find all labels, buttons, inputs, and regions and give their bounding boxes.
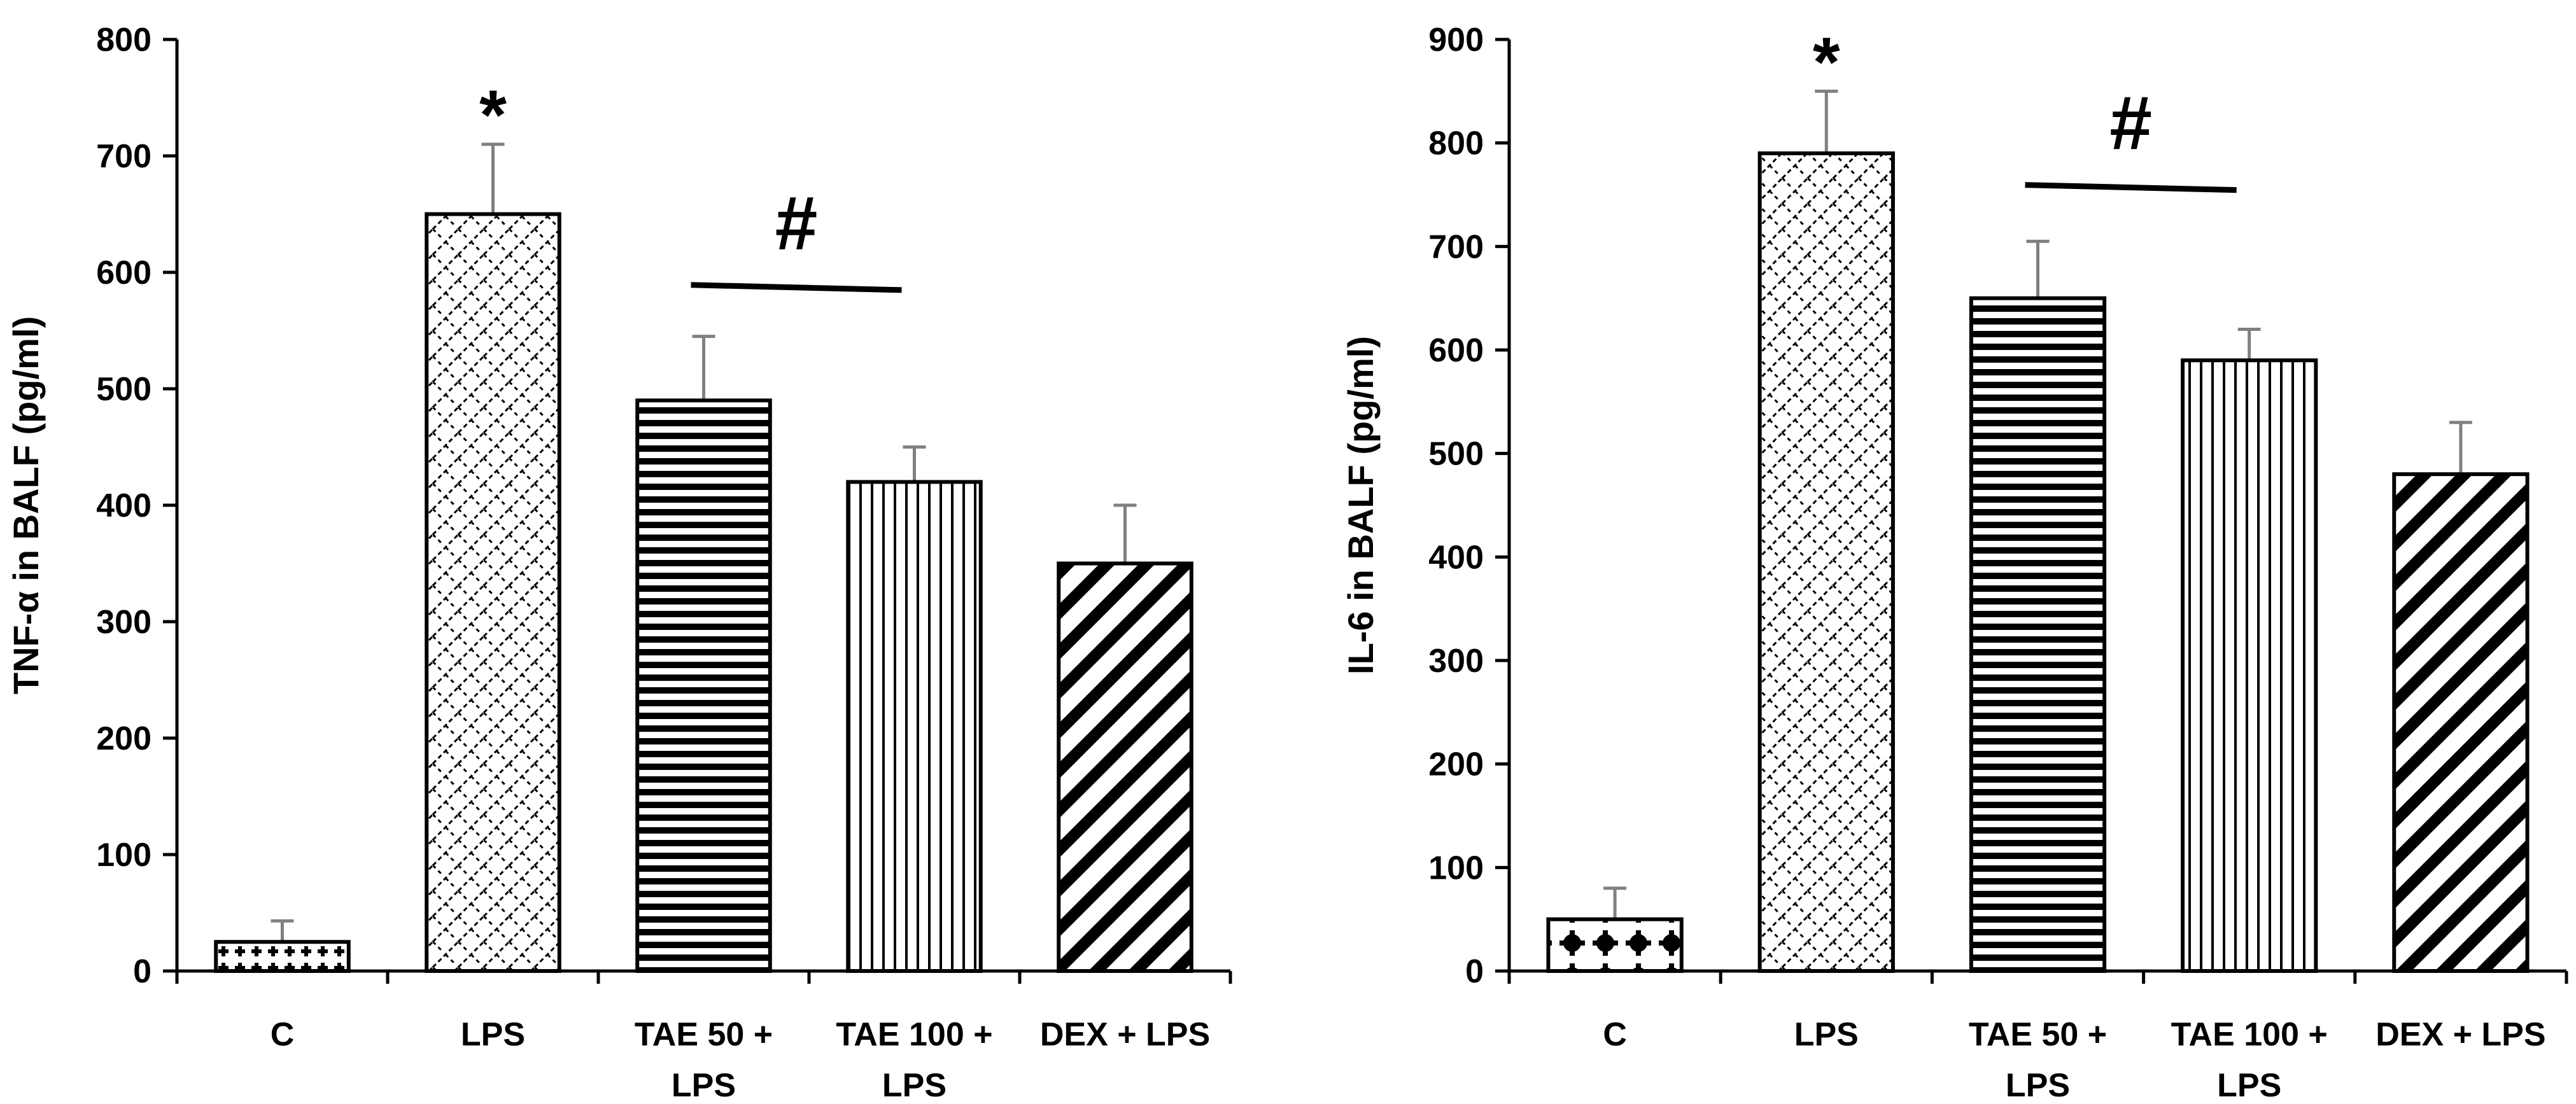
x-tick-label: LPS bbox=[882, 1067, 947, 1104]
y-tick-label: 100 bbox=[1428, 849, 1484, 886]
bar-2 bbox=[425, 212, 561, 973]
y-tick-label: 800 bbox=[96, 22, 151, 59]
y-tick-label: 600 bbox=[96, 255, 151, 291]
x-tick-label: LPS bbox=[461, 1016, 525, 1053]
chart-panel-2: 0 100 200 300 400 500 600 700 800 900 IL-6 in BALF… bbox=[1341, 22, 2568, 1104]
y-tick-label: 400 bbox=[1428, 539, 1484, 576]
x-tick-label: LPS bbox=[1794, 1016, 1859, 1053]
significance-line bbox=[2025, 182, 2237, 193]
significance-star: * bbox=[1813, 23, 1840, 101]
y-axis-title: TNF-α in BALF (pg/ml) bbox=[6, 316, 46, 694]
y-tick-label: 900 bbox=[1428, 22, 1484, 59]
x-tick-label: DEX + LPS bbox=[1040, 1016, 1210, 1053]
y-tick-label: 200 bbox=[96, 720, 151, 757]
y-tick-label: 700 bbox=[1428, 228, 1484, 265]
bar-1 bbox=[214, 940, 351, 973]
bar-5 bbox=[1057, 561, 1193, 973]
significance-star: * bbox=[479, 76, 507, 155]
bar-4 bbox=[846, 480, 983, 973]
x-tick-label: LPS bbox=[672, 1067, 736, 1104]
bar-2 bbox=[1757, 151, 1895, 973]
bar-3 bbox=[635, 398, 772, 973]
y-tick-label: 400 bbox=[96, 487, 151, 524]
bar-4 bbox=[2181, 358, 2318, 973]
x-tick-label: C bbox=[271, 1016, 295, 1053]
y-tick-label: 300 bbox=[96, 604, 151, 641]
bar-3 bbox=[1969, 296, 2107, 974]
y-tick-label: 200 bbox=[1428, 746, 1484, 783]
y-tick-label: 600 bbox=[1428, 332, 1484, 369]
significance-hash: # bbox=[2109, 81, 2152, 166]
y-tick-label: 0 bbox=[133, 953, 151, 990]
y-tick-label: 500 bbox=[1428, 436, 1484, 473]
x-tick-label: LPS bbox=[2006, 1067, 2070, 1104]
x-tick-label: TAE 100 + bbox=[2171, 1016, 2328, 1053]
y-tick-label: 100 bbox=[96, 837, 151, 874]
y-tick-label: 500 bbox=[96, 371, 151, 408]
x-tick-label: TAE 50 + bbox=[635, 1016, 773, 1053]
y-tick-label: 700 bbox=[96, 138, 151, 175]
significance-hash: # bbox=[775, 181, 818, 266]
x-tick-label: C bbox=[1603, 1016, 1627, 1053]
x-tick-label: LPS bbox=[2217, 1067, 2281, 1104]
y-tick-label: 800 bbox=[1428, 125, 1484, 162]
bar-5 bbox=[2392, 472, 2530, 973]
y-tick-label: 300 bbox=[1428, 643, 1484, 680]
y-tick-label: 0 bbox=[1465, 953, 1484, 990]
x-tick-label: TAE 50 + bbox=[1969, 1016, 2107, 1053]
y-axis-title: IL-6 in BALF (pg/ml) bbox=[1341, 336, 1381, 674]
x-tick-label: DEX + LPS bbox=[2375, 1016, 2545, 1053]
chart-panel-1: 0 100 200 300 400 500 600 700 800 TNF-α in BALF (… bbox=[6, 22, 1232, 1104]
significance-line bbox=[691, 282, 902, 293]
bar-1 bbox=[1546, 917, 1684, 973]
x-tick-label: TAE 100 + bbox=[836, 1016, 992, 1053]
